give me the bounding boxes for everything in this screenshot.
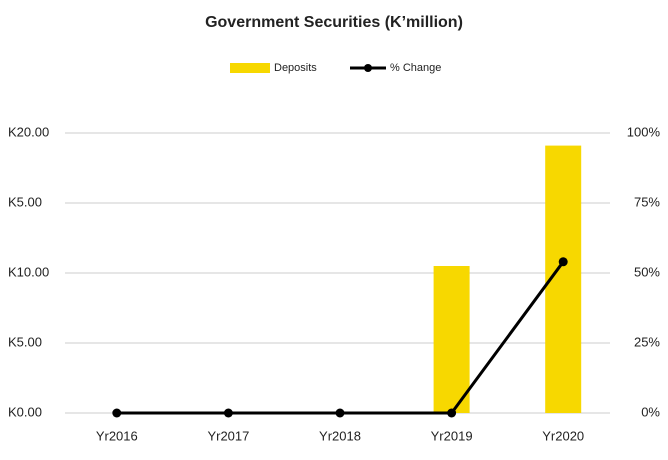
- line-marker: [335, 408, 345, 418]
- y-tick-label: K5.00: [8, 194, 42, 209]
- line-marker: [558, 257, 568, 267]
- y-tick-label: K5.00: [8, 334, 42, 349]
- y2-tick-label: 100%: [627, 124, 661, 139]
- y-tick-label: K10.00: [8, 264, 49, 279]
- legend-swatch: [230, 63, 270, 73]
- y-tick-label: K20.00: [8, 124, 49, 139]
- x-tick-label: Yr2016: [96, 428, 138, 443]
- legend-marker: [364, 64, 372, 72]
- x-tick-label: Yr2019: [431, 428, 473, 443]
- line-marker: [447, 408, 457, 418]
- line-marker: [223, 408, 233, 418]
- legend-label: Deposits: [274, 62, 317, 74]
- legend-label: % Change: [390, 62, 441, 74]
- x-tick-label: Yr2020: [542, 428, 584, 443]
- y2-tick-label: 0%: [641, 404, 660, 419]
- chart-title: Government Securities (K’million): [205, 14, 463, 31]
- y2-tick-label: 25%: [634, 334, 660, 349]
- line: [116, 260, 565, 415]
- y2-tick-label: 75%: [634, 194, 660, 209]
- x-tick-label: Yr2017: [207, 428, 249, 443]
- line-marker: [112, 408, 122, 418]
- y-tick-label: K0.00: [8, 404, 42, 419]
- x-tick-label: Yr2018: [319, 428, 361, 443]
- y2-tick-label: 50%: [634, 264, 660, 279]
- bar: [433, 266, 470, 413]
